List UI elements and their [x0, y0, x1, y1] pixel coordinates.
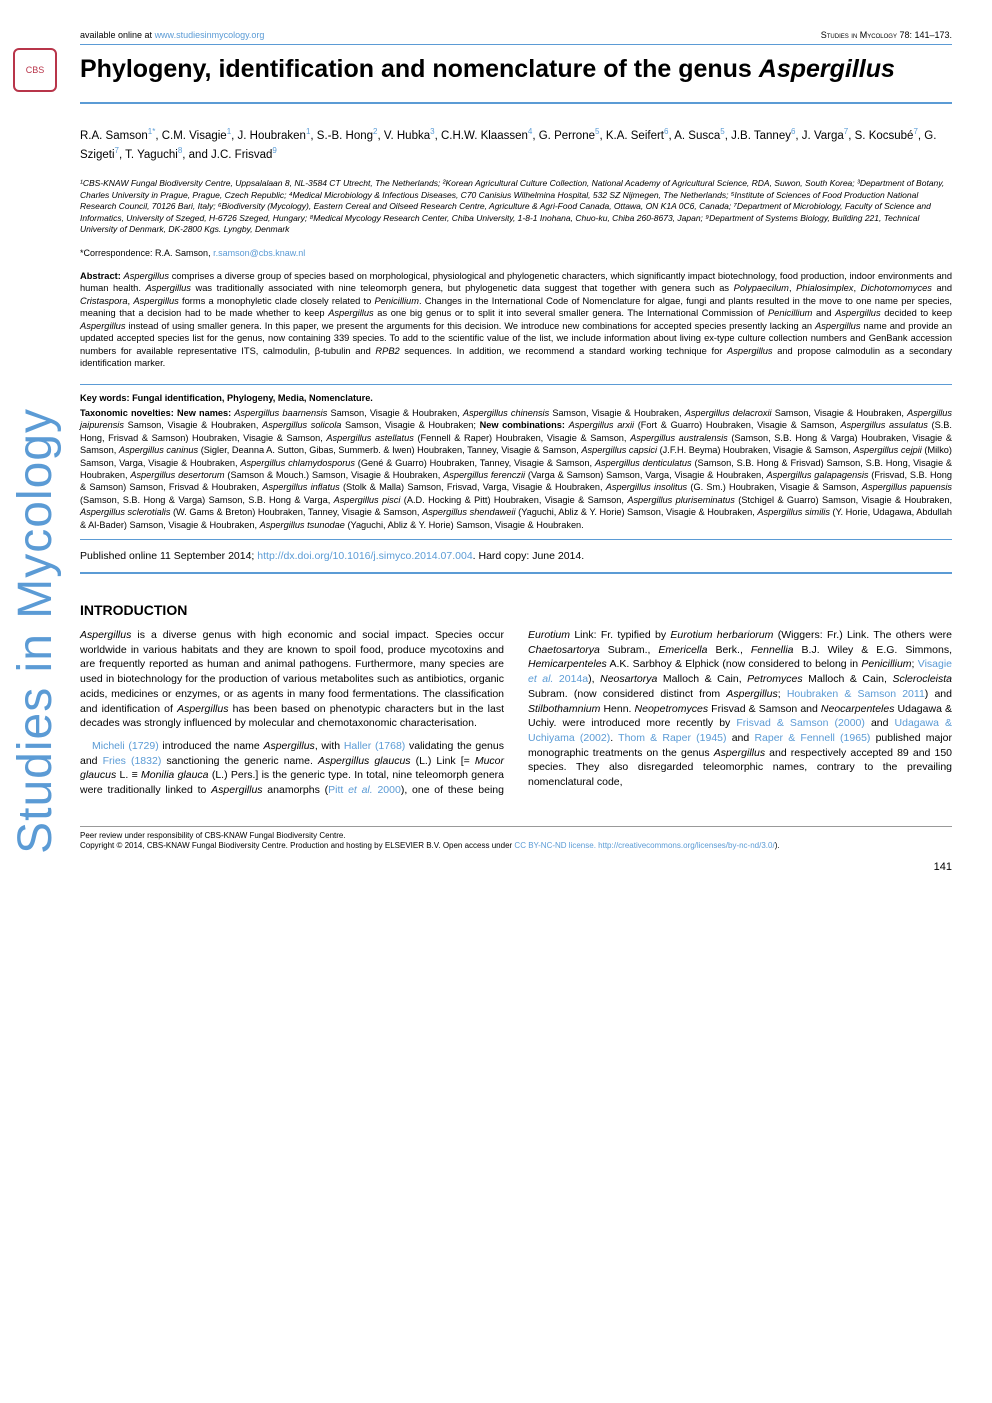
doi-link[interactable]: http://dx.doi.org/10.1016/j.simyco.2014.… [257, 550, 472, 562]
article-title: Phylogeny, identification and nomenclatu… [80, 55, 952, 84]
abstract: Abstract: Aspergillus comprises a divers… [80, 270, 952, 370]
taxonomic-novelties: Taxonomic novelties: New names: Aspergil… [80, 407, 952, 531]
journal-url[interactable]: www.studiesinmycology.org [155, 30, 265, 40]
title-block: Phylogeny, identification and nomenclatu… [80, 55, 952, 104]
copyright: Copyright © 2014, CBS-KNAW Fungal Biodiv… [80, 841, 952, 851]
license-link[interactable]: CC BY-NC-ND license. [514, 841, 596, 850]
peer-review: Peer review under responsibility of CBS-… [80, 831, 952, 841]
journal-sidebar: CBS Studies in Mycology [0, 0, 70, 893]
footer: Peer review under responsibility of CBS-… [80, 826, 952, 852]
article-content: available online at www.studiesinmycolog… [70, 0, 992, 893]
affiliations: ¹CBS-KNAW Fungal Biodiversity Centre, Up… [80, 178, 952, 235]
authors: R.A. Samson1*, C.M. Visagie1, J. Houbrak… [80, 126, 952, 164]
intro-p1: Aspergillus is a diverse genus with high… [80, 628, 504, 731]
keywords: Key words: Fungal identification, Phylog… [80, 393, 952, 403]
journal-logo: CBS [13, 48, 57, 92]
corr-email[interactable]: r.samson@cbs.knaw.nl [213, 248, 305, 258]
header-bar: available online at www.studiesinmycolog… [80, 30, 952, 45]
available-online: available online at www.studiesinmycolog… [80, 30, 264, 40]
journal-ref: Studies in Mycology 78: 141–173. [821, 30, 952, 40]
publication-info: Published online 11 September 2014; http… [80, 539, 952, 574]
journal-vertical-title: Studies in Mycology [8, 408, 63, 854]
body-two-column: Aspergillus is a diverse genus with high… [80, 628, 952, 798]
rule-1 [80, 384, 952, 385]
license-url[interactable]: http://creativecommons.org/licenses/by-n… [598, 841, 775, 850]
section-heading-introduction: INTRODUCTION [80, 602, 952, 618]
correspondence: *Correspondence: R.A. Samson, r.samson@c… [80, 248, 952, 258]
logo-text: CBS [26, 65, 45, 75]
page-number: 141 [80, 861, 952, 873]
